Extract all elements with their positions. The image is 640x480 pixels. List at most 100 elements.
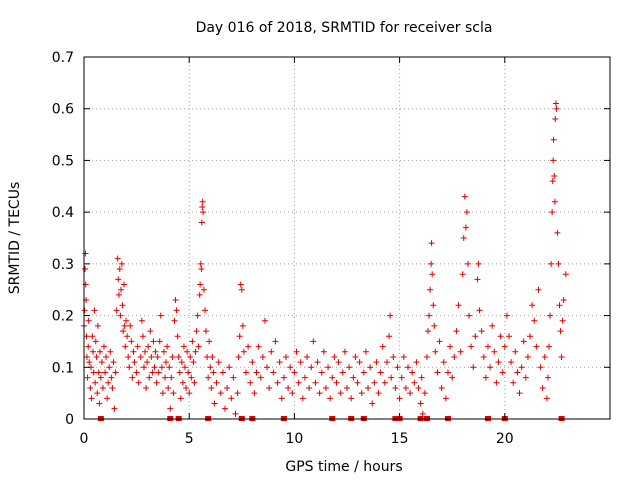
data-point xyxy=(94,322,101,329)
data-point xyxy=(96,348,103,355)
data-point xyxy=(529,302,536,309)
data-point xyxy=(426,312,433,319)
data-point xyxy=(544,374,551,381)
data-point xyxy=(541,353,548,360)
data-point xyxy=(396,395,403,402)
data-point xyxy=(255,343,262,350)
data-point xyxy=(257,374,264,381)
data-point xyxy=(461,193,468,200)
data-point xyxy=(154,353,161,360)
data-point xyxy=(314,359,321,366)
data-point xyxy=(453,328,460,335)
data-point xyxy=(333,379,340,386)
data-point xyxy=(390,353,397,360)
data-point xyxy=(153,379,160,386)
data-point xyxy=(88,395,95,402)
data-point xyxy=(501,343,508,350)
data-point xyxy=(177,395,184,402)
data-point xyxy=(193,328,200,335)
data-point xyxy=(551,198,558,205)
plot-frame xyxy=(83,56,611,420)
data-point xyxy=(158,364,165,371)
data-point xyxy=(497,333,504,340)
data-point xyxy=(352,353,359,360)
data-point xyxy=(102,369,109,376)
data-point xyxy=(327,395,334,402)
data-point xyxy=(168,374,175,381)
y-tick-label: 0.7 xyxy=(52,50,74,66)
data-point xyxy=(183,384,190,391)
x-tick-label: 15 xyxy=(391,431,409,447)
data-point xyxy=(367,364,374,371)
data-point xyxy=(198,219,205,226)
data-point xyxy=(81,307,88,314)
data-point xyxy=(301,374,308,381)
data-point xyxy=(476,307,483,314)
data-point xyxy=(270,369,277,376)
data-point xyxy=(157,312,164,319)
data-point xyxy=(83,333,90,340)
data-point xyxy=(114,255,121,262)
data-point xyxy=(440,359,447,366)
data-point xyxy=(196,291,203,298)
data-point xyxy=(405,364,412,371)
data-point xyxy=(487,364,494,371)
data-point xyxy=(555,260,562,267)
data-point xyxy=(331,353,338,360)
data-point xyxy=(118,286,125,293)
data-point xyxy=(535,286,542,293)
data-point xyxy=(146,374,153,381)
data-point xyxy=(480,353,487,360)
data-point xyxy=(209,353,216,360)
data-point xyxy=(455,302,462,309)
data-point xyxy=(419,410,426,417)
data-point xyxy=(280,374,287,381)
data-point xyxy=(247,379,254,386)
data-point xyxy=(107,348,114,355)
data-point xyxy=(431,322,438,329)
data-point xyxy=(91,307,98,314)
data-point xyxy=(165,384,172,391)
data-point xyxy=(138,317,145,324)
data-point xyxy=(428,260,435,267)
data-point xyxy=(425,328,432,335)
data-point xyxy=(145,343,152,350)
data-point xyxy=(207,364,214,371)
grid xyxy=(84,57,610,419)
data-point xyxy=(130,348,137,355)
data-point xyxy=(460,235,467,241)
data-point xyxy=(552,100,559,107)
data-point xyxy=(203,328,210,335)
data-point xyxy=(464,260,471,267)
data-point xyxy=(93,353,100,360)
data-point xyxy=(85,317,92,324)
data-point xyxy=(213,379,220,386)
data-point xyxy=(133,369,140,376)
x-tick-label: 0 xyxy=(80,431,89,447)
data-point xyxy=(291,369,298,376)
data-point xyxy=(90,348,97,355)
data-point xyxy=(266,384,273,391)
data-point xyxy=(147,328,154,335)
data-point xyxy=(550,157,557,164)
x-tick-label: 10 xyxy=(285,431,303,447)
data-point xyxy=(110,359,117,366)
data-point xyxy=(139,333,146,340)
data-point xyxy=(125,353,132,360)
data-point xyxy=(493,379,500,386)
data-point xyxy=(208,384,215,391)
data-point xyxy=(499,369,506,376)
data-point xyxy=(160,348,167,355)
data-point xyxy=(205,374,212,381)
data-point xyxy=(142,348,149,355)
data-point xyxy=(514,369,521,376)
data-point xyxy=(377,369,384,376)
data-point xyxy=(124,333,131,340)
data-point xyxy=(346,364,353,371)
chart-title: Day 016 of 2018, SRMTID for receiver scl… xyxy=(196,20,493,36)
data-point xyxy=(268,348,275,355)
data-point xyxy=(243,369,250,376)
data-point xyxy=(341,348,348,355)
data-point xyxy=(134,343,141,350)
data-point xyxy=(533,343,540,350)
